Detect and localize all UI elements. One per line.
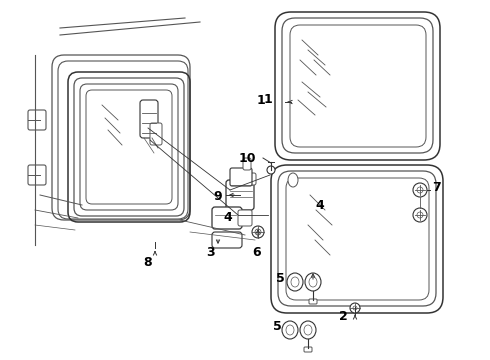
Circle shape <box>417 187 423 193</box>
FancyBboxPatch shape <box>243 158 251 170</box>
Text: 3: 3 <box>206 246 215 258</box>
FancyBboxPatch shape <box>226 180 254 210</box>
FancyBboxPatch shape <box>304 347 312 352</box>
FancyBboxPatch shape <box>240 173 256 185</box>
FancyBboxPatch shape <box>309 299 317 304</box>
Circle shape <box>252 226 264 238</box>
Text: 10: 10 <box>239 152 256 165</box>
FancyBboxPatch shape <box>140 100 158 138</box>
FancyBboxPatch shape <box>28 110 46 130</box>
FancyBboxPatch shape <box>230 168 252 186</box>
FancyBboxPatch shape <box>28 165 46 185</box>
Circle shape <box>267 166 275 174</box>
Ellipse shape <box>305 273 321 291</box>
Text: 5: 5 <box>273 320 282 333</box>
Ellipse shape <box>286 325 294 335</box>
Ellipse shape <box>291 277 299 287</box>
Ellipse shape <box>287 273 303 291</box>
Text: 4: 4 <box>223 211 232 224</box>
FancyBboxPatch shape <box>150 123 162 145</box>
Ellipse shape <box>309 277 317 287</box>
Circle shape <box>350 303 360 313</box>
FancyBboxPatch shape <box>238 210 252 226</box>
Text: 8: 8 <box>144 256 152 269</box>
Ellipse shape <box>282 321 298 339</box>
Circle shape <box>353 306 357 310</box>
Text: 4: 4 <box>316 198 324 212</box>
Text: 9: 9 <box>213 189 222 202</box>
Circle shape <box>255 229 261 235</box>
Circle shape <box>417 212 423 218</box>
Ellipse shape <box>300 321 316 339</box>
Text: 1: 1 <box>263 93 272 105</box>
Text: 2: 2 <box>339 310 348 323</box>
Circle shape <box>413 183 427 197</box>
Ellipse shape <box>304 325 312 335</box>
FancyBboxPatch shape <box>212 207 242 229</box>
Text: 1: 1 <box>256 94 265 107</box>
Circle shape <box>413 208 427 222</box>
FancyBboxPatch shape <box>212 232 242 248</box>
Text: 6: 6 <box>253 246 261 258</box>
Text: 5: 5 <box>276 271 285 284</box>
Text: 7: 7 <box>432 180 441 194</box>
Ellipse shape <box>288 173 298 187</box>
